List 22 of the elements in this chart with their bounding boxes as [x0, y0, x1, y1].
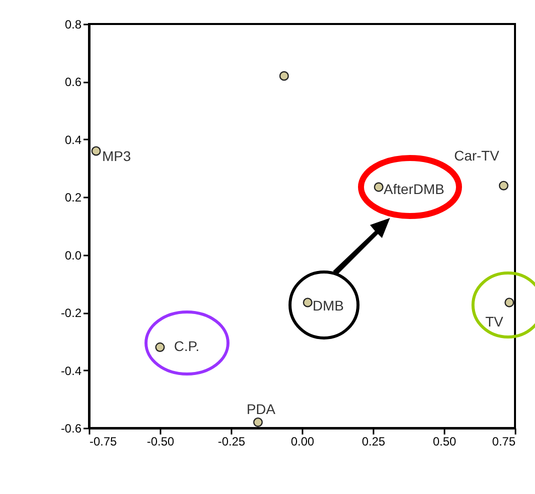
y-tick-label: -0.2: [60, 306, 82, 320]
annotation: AfterDMB: [384, 181, 444, 198]
x-tick-label: 0.25: [362, 434, 386, 448]
annotation: MP3: [102, 148, 132, 164]
x-tick-label: 0.75: [492, 434, 516, 448]
y-tick-label: -0.4: [60, 364, 82, 378]
y-tick-label: 0.2: [64, 190, 82, 205]
x-tick-label: -0.75: [90, 434, 118, 448]
y-tick-label: 0.0: [64, 248, 82, 262]
annotation: TV: [485, 313, 504, 330]
y-tick-label: 0.6: [64, 75, 82, 90]
y-tick-label: 0.8: [64, 18, 82, 32]
x-tick-label: 0.50: [432, 434, 456, 448]
annotation: Car-TV: [454, 148, 500, 164]
x-tick-label: -0.50: [146, 434, 174, 448]
x-tick-label: -0.25: [218, 434, 246, 448]
y-tick-label: -0.6: [60, 422, 82, 436]
annotation: C.P.: [174, 338, 200, 354]
annotation: PDA: [246, 401, 276, 418]
annotation: DMB: [312, 297, 344, 314]
x-tick-label: 0.00: [290, 434, 314, 448]
y-tick-label: 0.4: [64, 132, 82, 147]
